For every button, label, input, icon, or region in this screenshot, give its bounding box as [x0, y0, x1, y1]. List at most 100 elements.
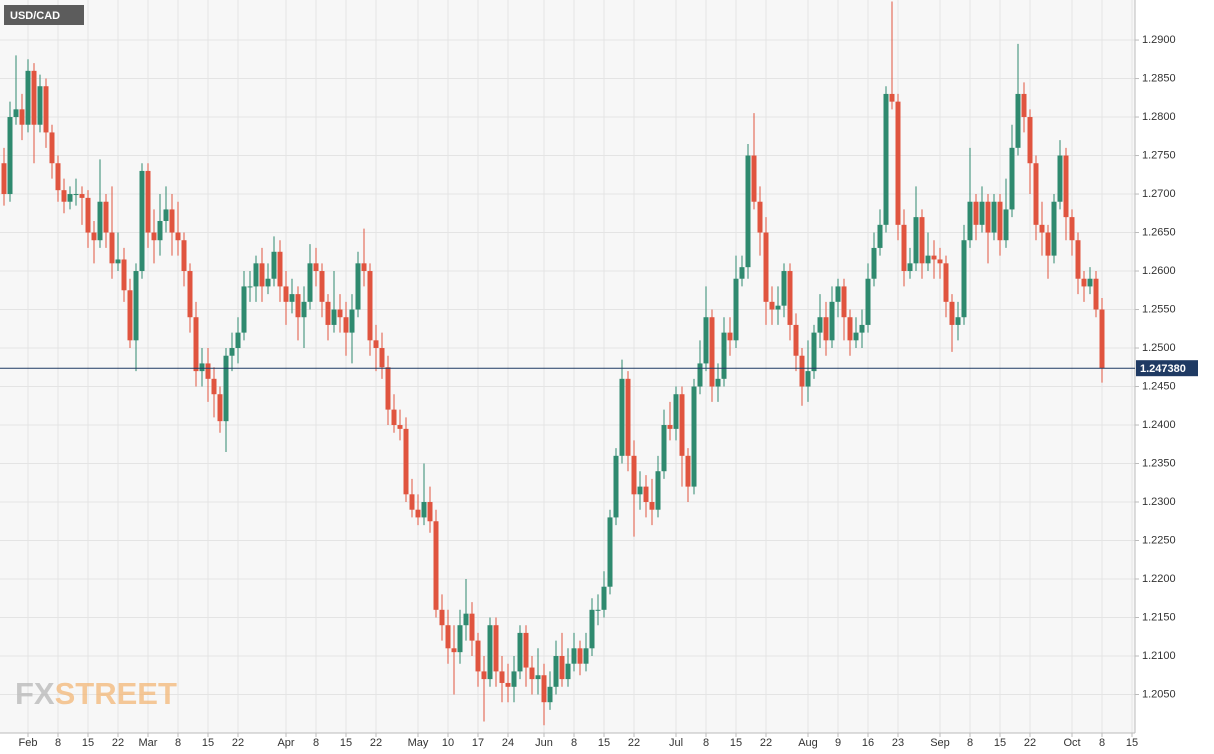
candle-body: [433, 521, 439, 610]
candle-body: [199, 363, 205, 372]
candle-body: [1051, 201, 1057, 256]
candle-body: [721, 332, 727, 379]
candle-body: [565, 663, 571, 680]
candle-body: [1063, 155, 1069, 218]
candle-body: [211, 378, 217, 395]
candle-body: [619, 378, 625, 456]
candle-body: [487, 625, 493, 680]
candle-body: [1093, 278, 1099, 310]
x-tick-label: Apr: [277, 737, 294, 749]
last-price-box: [1136, 360, 1198, 377]
y-tick-label: 1.2100: [1142, 650, 1176, 662]
candle-body: [511, 671, 517, 687]
candle-body: [451, 648, 457, 653]
y-tick-label: 1.2750: [1142, 149, 1176, 161]
candle-body: [769, 301, 775, 310]
candle-body: [889, 93, 895, 102]
candle-body: [547, 686, 553, 703]
candle-body: [1081, 278, 1087, 287]
candle-body: [871, 247, 877, 279]
candle-body: [799, 355, 805, 387]
candles: [1, 1, 1105, 726]
candle-body: [385, 367, 391, 410]
watermark-fx: FX: [15, 676, 55, 711]
x-tick-label: 8: [175, 737, 181, 749]
candle-body: [1033, 163, 1039, 225]
candle-body: [685, 455, 691, 487]
candle-body: [397, 425, 403, 429]
y-tick-label: 1.2500: [1142, 342, 1176, 354]
candle-body: [157, 220, 163, 241]
x-tick-label: 15: [994, 737, 1006, 749]
last-price-label: 1.247380: [1140, 363, 1186, 375]
x-tick-label: 15: [1126, 737, 1138, 749]
candle-body: [745, 155, 751, 268]
candle-body: [1069, 217, 1075, 241]
candle-body: [1003, 209, 1009, 241]
candle-body: [343, 317, 349, 333]
x-tick-label: 22: [760, 737, 772, 749]
candle-body: [445, 625, 451, 649]
candle-body: [853, 332, 859, 341]
candle-body: [727, 332, 733, 341]
candle-body: [1009, 147, 1015, 210]
candle-body: [31, 70, 37, 125]
candle-body: [997, 201, 1003, 241]
watermark-street: STREET: [55, 676, 177, 711]
candle-body: [811, 332, 817, 372]
candle-body: [295, 294, 301, 318]
candle-body: [625, 378, 631, 456]
candle-body: [73, 194, 79, 196]
candle-body: [319, 271, 325, 302]
candle-body: [943, 263, 949, 302]
candle-body: [271, 251, 277, 279]
candle-body: [109, 232, 115, 264]
axes: 1.2050 1.2100 1.2150 1.2200 1.2250 1.2300 1.23…: [0, 34, 1198, 749]
candle-body: [331, 309, 337, 325]
candle-body: [463, 613, 469, 626]
x-tick-label: 22: [1024, 737, 1036, 749]
candle-body: [895, 101, 901, 225]
x-tick-label: 15: [730, 737, 742, 749]
candle-body: [121, 259, 127, 291]
y-tick-label: 1.2300: [1142, 496, 1176, 508]
candle-body: [661, 425, 667, 472]
candle-body: [1075, 240, 1081, 279]
x-tick-label: 24: [502, 737, 514, 749]
candle-body: [499, 671, 505, 683]
chart-title: USD/CAD: [10, 10, 60, 22]
candle-body: [277, 251, 283, 287]
candle-body: [949, 301, 955, 325]
candle-body: [715, 378, 721, 387]
x-tick-label: 22: [232, 737, 244, 749]
y-tick-label: 1.2900: [1142, 34, 1176, 46]
candle-body: [475, 640, 481, 672]
x-tick-label: 15: [598, 737, 610, 749]
y-tick-label: 1.2200: [1142, 573, 1176, 585]
candle-body: [883, 93, 889, 225]
candle-body: [607, 517, 613, 587]
candle-body: [901, 224, 907, 272]
candle-body: [793, 324, 799, 356]
candle-body: [601, 586, 607, 610]
candle-body: [91, 232, 97, 241]
candle-body: [37, 86, 43, 125]
x-tick-label: 17: [472, 737, 484, 749]
candle-body: [991, 201, 997, 233]
candle-body: [907, 263, 913, 272]
candle-body: [361, 263, 367, 272]
y-tick-label: 1.2400: [1142, 419, 1176, 431]
x-tick-label: Jul: [669, 737, 683, 749]
x-tick-label: 15: [340, 737, 352, 749]
candle-body: [175, 232, 181, 241]
candle-body: [1099, 309, 1105, 369]
candle-body: [1087, 278, 1093, 287]
candle-body: [535, 675, 541, 680]
candle-body: [643, 486, 649, 503]
candle-body: [847, 317, 853, 341]
candle-body: [193, 317, 199, 372]
x-tick-label: 8: [313, 737, 319, 749]
candle-body: [739, 267, 745, 279]
candle-body: [67, 194, 73, 202]
y-tick-label: 1.2850: [1142, 72, 1176, 84]
